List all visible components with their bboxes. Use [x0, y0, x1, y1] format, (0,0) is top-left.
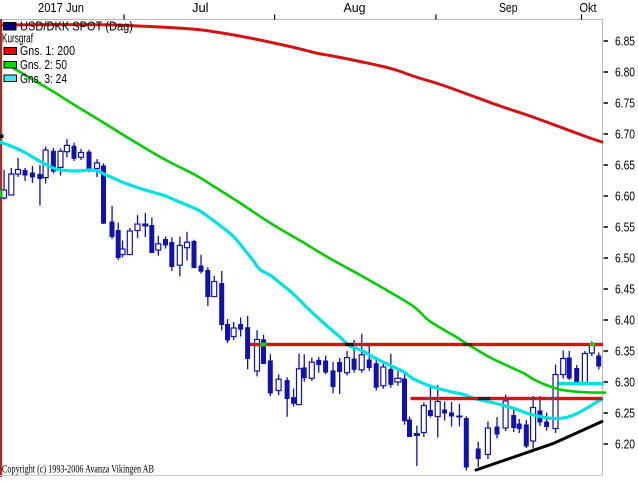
svg-text:6.65: 6.65: [615, 159, 635, 173]
svg-text:6.70: 6.70: [615, 128, 635, 142]
svg-text:6.25: 6.25: [615, 407, 635, 421]
svg-text:2017 Jun: 2017 Jun: [38, 1, 84, 15]
svg-text:6.60: 6.60: [615, 190, 635, 204]
svg-text:6.75: 6.75: [615, 97, 635, 111]
svg-text:Kursgraf: Kursgraf: [2, 32, 33, 46]
svg-text:6.35: 6.35: [615, 345, 635, 359]
svg-text:6.20: 6.20: [615, 438, 635, 452]
svg-text:Gns. 1: 200: Gns. 1: 200: [20, 44, 75, 58]
svg-text:6.30: 6.30: [615, 376, 635, 390]
svg-text:6.80: 6.80: [615, 66, 635, 80]
svg-text:6.45: 6.45: [615, 283, 635, 297]
svg-text:6.85: 6.85: [615, 35, 635, 49]
svg-text:Gns. 3: 24: Gns. 3: 24: [20, 72, 67, 86]
svg-text:Gns. 2: 50: Gns. 2: 50: [20, 58, 67, 72]
svg-text:USD/DKK SPOT (Dag): USD/DKK SPOT (Dag): [20, 20, 133, 34]
svg-text:6.40: 6.40: [615, 314, 635, 328]
svg-text:6.50: 6.50: [615, 252, 635, 266]
svg-text:Jul: Jul: [192, 1, 209, 15]
svg-text:Okt: Okt: [580, 1, 597, 15]
svg-text:Sep: Sep: [499, 1, 518, 15]
svg-text:Aug: Aug: [344, 1, 366, 15]
svg-text:Copyright (c) 1993-2006 Avanza: Copyright (c) 1993-2006 Avanza Vikingen …: [2, 464, 154, 476]
svg-text:6.55: 6.55: [615, 221, 635, 235]
